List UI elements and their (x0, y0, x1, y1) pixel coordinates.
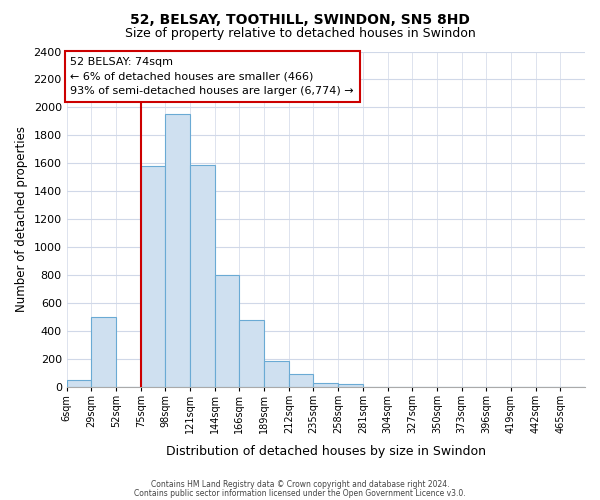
Bar (141, 166, 166, 387)
Bar (166, 114, 190, 387)
Bar (338, 384, 363, 387)
Bar (67, 380, 91, 387)
Bar (190, 165, 215, 387)
Text: Contains HM Land Registry data © Crown copyright and database right 2024.: Contains HM Land Registry data © Crown c… (151, 480, 449, 489)
Text: 52, BELSAY, TOOTHILL, SWINDON, SN5 8HD: 52, BELSAY, TOOTHILL, SWINDON, SN5 8HD (130, 12, 470, 26)
Bar (215, 275, 239, 387)
Bar (91, 317, 116, 387)
Bar (313, 383, 338, 387)
Text: Contains public sector information licensed under the Open Government Licence v3: Contains public sector information licen… (134, 488, 466, 498)
Bar (289, 374, 313, 387)
Text: 52 BELSAY: 74sqm
← 6% of detached houses are smaller (466)
93% of semi-detached : 52 BELSAY: 74sqm ← 6% of detached houses… (70, 57, 354, 96)
Y-axis label: Number of detached properties: Number of detached properties (15, 126, 28, 312)
Bar (239, 320, 264, 387)
Text: Size of property relative to detached houses in Swindon: Size of property relative to detached ho… (125, 28, 475, 40)
Bar (264, 361, 289, 387)
X-axis label: Distribution of detached houses by size in Swindon: Distribution of detached houses by size … (166, 444, 486, 458)
